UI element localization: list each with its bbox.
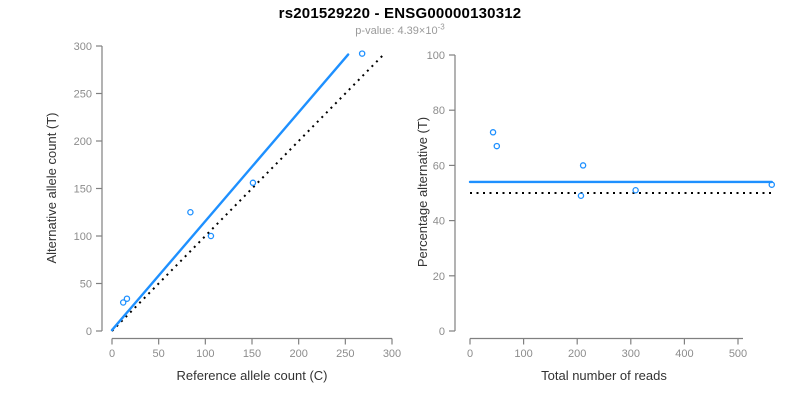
data-point (207, 232, 215, 240)
x-tick-label: 300 (383, 348, 401, 360)
y-axis-title: Alternative allele count (T) (44, 112, 59, 263)
y-tick-label: 100 (74, 231, 92, 243)
y-tick-label: 0 (86, 326, 92, 338)
data-point (579, 162, 587, 169)
data-point (632, 186, 639, 194)
pvalue-text: p-value: 4.39×10 (355, 25, 438, 37)
x-tick-label: 250 (336, 348, 354, 360)
data-point (768, 181, 776, 188)
y-tick-label: 100 (427, 50, 445, 62)
y-tick-label: 250 (74, 89, 92, 101)
y-tick-label: 40 (433, 216, 445, 228)
identity-line (111, 52, 386, 332)
chart-title: rs201529220 - ENSG00000130312 (278, 5, 522, 22)
x-tick-label: 0 (109, 348, 115, 360)
chart-subtitle: p-value: 4.39×10-3 (0, 22, 800, 37)
y-tick-label: 150 (74, 184, 92, 196)
data-point (249, 179, 257, 187)
x-axis-title: Total number of reads (541, 368, 667, 383)
x-tick-label: 300 (622, 348, 640, 360)
y-tick-label: 80 (433, 105, 445, 117)
y-tick-label: 200 (74, 136, 92, 148)
y-tick-label: 300 (74, 41, 92, 53)
x-tick-label: 200 (289, 348, 307, 360)
data-point (123, 295, 131, 302)
x-tick-label: 400 (675, 348, 693, 360)
data-point (358, 50, 366, 57)
data-point (119, 299, 127, 306)
x-tick-label: 150 (243, 348, 261, 360)
data-point (489, 129, 497, 136)
x-tick-label: 200 (568, 348, 586, 360)
x-tick-label: 100 (196, 348, 214, 360)
pvalue-exponent: -3 (437, 22, 445, 32)
data-point (187, 208, 194, 216)
x-tick-label: 50 (153, 348, 165, 360)
y-tick-label: 20 (433, 271, 445, 283)
x-axis-title: Reference allele count (C) (176, 368, 327, 383)
x-tick-label: 0 (467, 348, 473, 360)
x-tick-label: 100 (514, 348, 532, 360)
right-panel: 0 20 40 60 80 100 0 100 200 300 400 500 Total number… (415, 50, 776, 383)
y-axis-title: Percentage alternative (T) (415, 117, 430, 267)
y-tick-label: 0 (439, 326, 445, 338)
y-tick-label: 50 (80, 279, 92, 291)
data-point (577, 192, 585, 200)
y-tick-label: 60 (433, 160, 445, 172)
x-tick-label: 500 (729, 348, 747, 360)
data-point (493, 142, 501, 150)
left-panel: 0 50 100 150 200 250 300 0 50 100 150 200 250 300 Refe… (44, 41, 401, 383)
fit-line (110, 53, 350, 332)
